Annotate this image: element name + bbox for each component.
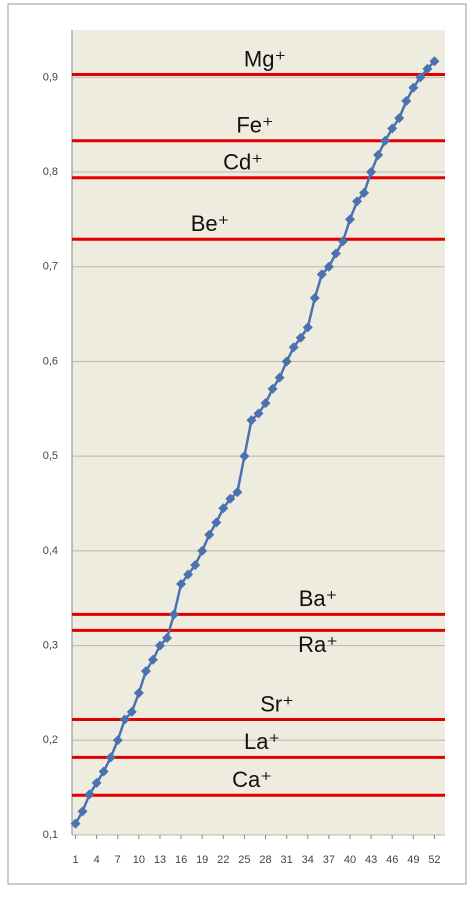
data-point <box>190 560 201 571</box>
data-point <box>408 82 419 93</box>
data-point <box>84 789 95 800</box>
data-point <box>225 493 236 504</box>
data-point <box>197 545 208 556</box>
reference-label: Fe⁺ <box>236 113 273 138</box>
data-point <box>267 383 278 394</box>
data-point <box>176 579 187 590</box>
x-tick-label: 1 <box>72 854 78 866</box>
x-tick-label: 16 <box>175 854 187 866</box>
data-point <box>302 322 313 333</box>
data-point <box>281 356 292 367</box>
data-point <box>119 714 130 725</box>
data-point <box>373 150 384 161</box>
data-point <box>204 529 215 540</box>
x-tick-label: 46 <box>386 854 398 866</box>
x-tick-label: 52 <box>428 854 440 866</box>
data-point <box>98 766 109 777</box>
data-point <box>105 752 116 763</box>
data-point <box>394 113 405 124</box>
data-point <box>239 451 250 462</box>
data-point <box>260 398 271 409</box>
reference-label: La⁺ <box>244 729 280 754</box>
data-point <box>309 293 320 304</box>
data-point <box>232 487 243 498</box>
data-point <box>352 196 363 207</box>
data-line <box>74 60 436 825</box>
data-point <box>380 135 391 146</box>
reference-label: Ba⁺ <box>299 586 338 611</box>
data-point <box>70 818 81 829</box>
data-point <box>218 503 229 514</box>
y-tick-label: 0,4 <box>43 545 58 557</box>
y-tick-label: 0,7 <box>43 261 58 273</box>
reference-label: Mg⁺ <box>244 46 286 71</box>
reference-label: Ca⁺ <box>232 767 272 792</box>
data-point <box>140 666 151 677</box>
data-point <box>253 408 264 419</box>
data-point <box>323 261 334 272</box>
data-point <box>91 777 102 788</box>
y-tick-label: 0,3 <box>43 639 58 651</box>
data-point <box>422 63 433 74</box>
x-tick-label: 49 <box>407 854 419 866</box>
data-point <box>330 248 341 259</box>
data-point <box>401 96 412 107</box>
data-point <box>429 56 440 67</box>
data-point <box>169 609 180 620</box>
x-tick-label: 10 <box>133 854 145 866</box>
data-point <box>154 640 165 651</box>
x-tick-label: 22 <box>217 854 229 866</box>
reference-label: Sr⁺ <box>260 691 294 716</box>
data-point <box>133 687 144 698</box>
plot-area <box>72 30 445 835</box>
data-point <box>366 167 377 178</box>
data-point <box>274 372 285 383</box>
x-tick-label: 34 <box>302 854 314 866</box>
x-tick-label: 13 <box>154 854 166 866</box>
data-point <box>295 332 306 343</box>
data-point <box>162 633 173 644</box>
data-point <box>112 735 123 746</box>
data-point <box>316 269 327 280</box>
x-tick-label: 25 <box>238 854 250 866</box>
data-point <box>147 654 158 665</box>
x-tick-label: 31 <box>281 854 293 866</box>
y-tick-label: 0,2 <box>43 734 58 746</box>
y-tick-label: 0,1 <box>43 829 58 841</box>
y-tick-label: 0,9 <box>43 71 58 83</box>
x-tick-label: 4 <box>94 854 100 866</box>
data-point <box>337 236 348 247</box>
x-tick-label: 28 <box>259 854 271 866</box>
data-point <box>126 706 137 717</box>
reference-label: Cd⁺ <box>223 150 263 175</box>
x-tick-label: 37 <box>323 854 335 866</box>
y-tick-label: 0,5 <box>43 450 58 462</box>
x-tick-label: 43 <box>365 854 377 866</box>
y-tick-label: 0,8 <box>43 166 58 178</box>
data-point <box>415 72 426 83</box>
x-tick-label: 40 <box>344 854 356 866</box>
frame <box>7 3 467 885</box>
reference-label: Be⁺ <box>191 211 230 236</box>
x-tick-label: 19 <box>196 854 208 866</box>
data-point <box>288 342 299 353</box>
data-point <box>246 415 257 426</box>
x-tick-label: 7 <box>115 854 121 866</box>
data-point <box>359 187 370 198</box>
data-point <box>387 123 398 134</box>
reference-label: Ra⁺ <box>298 632 338 657</box>
data-point <box>183 569 194 580</box>
data-point <box>344 214 355 225</box>
data-point <box>77 806 88 817</box>
data-point <box>211 517 222 528</box>
y-tick-label: 0,6 <box>43 355 58 367</box>
